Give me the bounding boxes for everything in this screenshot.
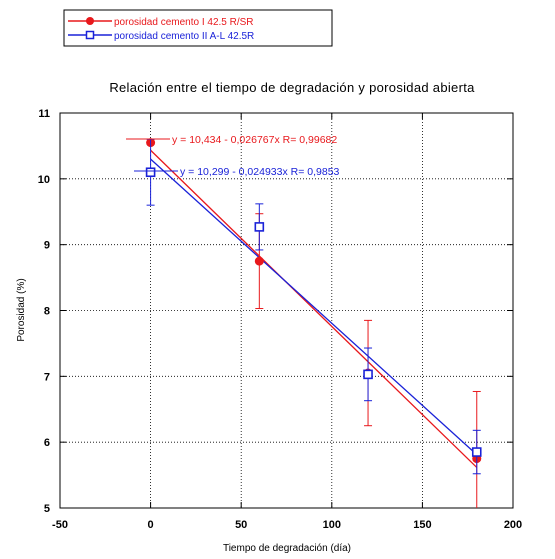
fit-line-series-2	[150, 158, 478, 456]
legend: porosidad cemento I 42.5 R/SR porosidad …	[63, 9, 333, 47]
y-axis-label: Porosidad (%)	[16, 278, 27, 341]
tick-labels: -50 0 50 100 150 200 5 6 7 8 9 10 11	[38, 108, 522, 531]
x-tick-label: -50	[52, 519, 68, 531]
y-tick-label: 7	[44, 371, 50, 383]
data-point-series-1	[254, 256, 264, 266]
grid	[60, 113, 513, 508]
fit-line-series-1	[150, 149, 478, 468]
fit-lines	[150, 149, 478, 468]
legend-label-series-1: porosidad cemento I 42.5 R/SR	[114, 17, 254, 28]
data-point-series-2	[145, 167, 156, 178]
x-tick-label: 150	[413, 519, 431, 531]
x-axis-label: Tiempo de degradación (día)	[223, 543, 351, 554]
y-tick-label: 6	[44, 437, 50, 449]
x-tick-label: 100	[323, 519, 341, 531]
fit-equation-series-1: y = 10,434 - 0,026767x R= 0,99682	[172, 134, 337, 146]
data-marks	[145, 138, 482, 508]
y-tick-label: 9	[44, 240, 50, 252]
chart-title: Relación entre el tiempo de degradación …	[109, 80, 475, 95]
legend-box	[63, 9, 333, 47]
data-point-series-2	[363, 369, 373, 380]
y-tick-label: 11	[38, 108, 50, 120]
y-tick-label: 5	[44, 503, 50, 515]
y-tick-label: 10	[38, 174, 50, 186]
x-tick-label: 50	[235, 519, 247, 531]
ticks	[59, 112, 514, 509]
data-point-series-2	[254, 222, 265, 232]
x-tick-label: 200	[504, 519, 522, 531]
fit-equation-series-2: y = 10,299 - 0,024933x R= 0,9853	[180, 166, 340, 178]
x-tick-label: 0	[148, 519, 154, 531]
legend-marker-series-1	[86, 17, 94, 25]
legend-marker-series-2	[85, 30, 95, 40]
data-point-series-2	[471, 447, 482, 457]
y-tick-label: 8	[44, 306, 50, 318]
legend-label-series-2: porosidad cemento II A-L 42.5R	[114, 31, 254, 42]
